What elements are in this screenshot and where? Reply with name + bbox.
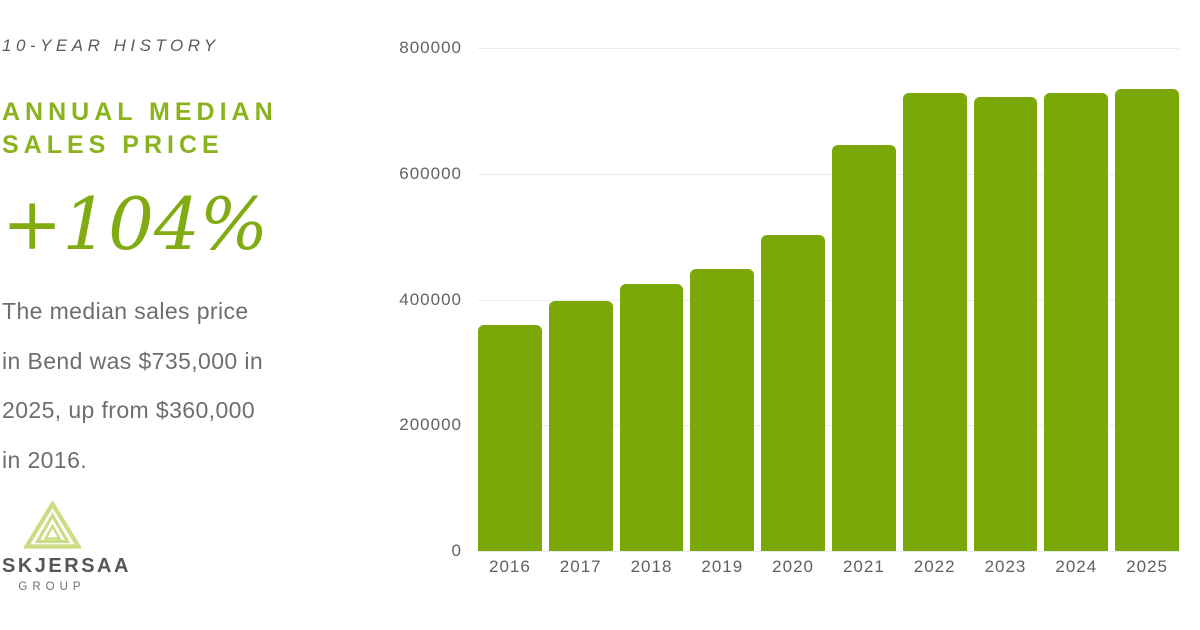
gridline-200000: [478, 425, 1179, 427]
bar-2017: [548, 300, 613, 551]
y-tick-label-600000: 600000: [399, 163, 462, 183]
x-tick-label-2016: 2016: [488, 557, 531, 576]
y-tick-label-400000: 400000: [399, 289, 462, 309]
percent-change-value: +104%: [2, 182, 269, 266]
x-tick-label-2019: 2019: [701, 557, 744, 576]
y-tick-label-0: 0: [451, 541, 462, 560]
x-tick-label-2025: 2025: [1126, 557, 1168, 576]
brand-name: SKJERSAA: [2, 555, 131, 577]
bar-2016: [478, 324, 542, 551]
y-tick-label-800000: 800000: [399, 38, 462, 57]
mountain-triangle-icon: [23, 501, 81, 549]
x-tick-label-2021: 2021: [842, 557, 885, 576]
x-tick-label-2024: 2024: [1055, 557, 1098, 576]
x-tick-label-2017: 2017: [559, 557, 602, 576]
bar-series: [478, 48, 1179, 551]
x-axis: 2016 2017 2018 2019 2020 2021 2022 2023 2024 2025: [478, 557, 1179, 577]
gridline-800000: [478, 48, 1179, 49]
brand-subtitle: GROUP: [18, 581, 86, 593]
x-tick-label-2018: 2018: [630, 557, 673, 576]
brand-logo: SKJERSAA GROUP: [2, 501, 131, 593]
gridline-400000: [478, 299, 1179, 301]
y-tick-label-200000: 200000: [399, 415, 462, 435]
bar-2025: [1115, 88, 1179, 551]
bar-2023: [973, 97, 1038, 551]
x-tick-label-2023: 2023: [984, 557, 1027, 576]
x-tick-label-2020: 2020: [772, 557, 814, 576]
bar-2019: [690, 269, 755, 551]
x-tick-label-2022: 2022: [913, 557, 956, 576]
bar-2020: [761, 234, 825, 551]
gridline-0: [478, 551, 1179, 552]
eyebrow-label: 10-YEAR HISTORY: [2, 36, 220, 55]
bar-2018: [619, 283, 684, 551]
left-panel: 10-YEAR HISTORY ANNUAL MEDIAN SALES PRIC…: [2, 0, 332, 630]
bar-2021: [831, 144, 896, 551]
plot-area: [478, 48, 1179, 552]
bar-2024: [1044, 92, 1109, 551]
page-title: ANNUAL MEDIAN SALES PRICE: [2, 98, 278, 159]
description-text: The median sales price in Bend was $735,…: [2, 298, 264, 473]
bar-2022: [902, 92, 967, 551]
y-axis: 0 200000 400000 600000 800000: [378, 38, 462, 560]
gridline-600000: [478, 173, 1179, 175]
